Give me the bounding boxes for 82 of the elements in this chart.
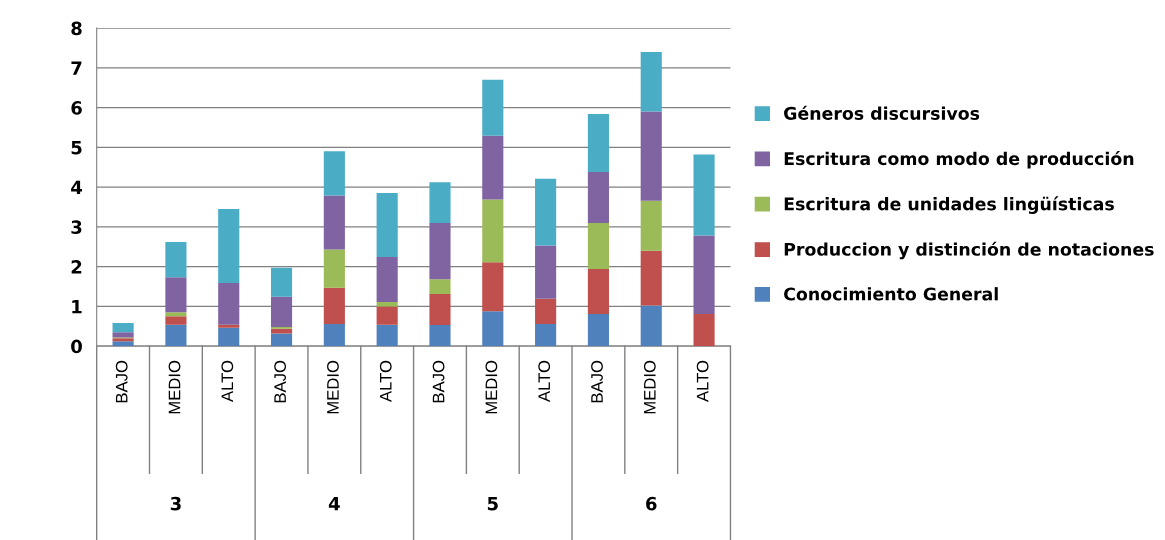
bar — [429, 222, 451, 280]
x-tick-label: ALTO — [696, 360, 709, 402]
x-tick-label: BAJO — [274, 360, 287, 403]
bar — [323, 287, 345, 324]
legend-label: Produccion y distinción de notaciones — [784, 241, 1154, 260]
bar — [535, 178, 557, 246]
bar — [218, 208, 240, 283]
y-tick-label: 1 — [72, 300, 82, 314]
y-tick-label: 6 — [71, 101, 82, 115]
bar — [587, 113, 609, 172]
y-tick-label: 7 — [71, 61, 82, 75]
bar — [640, 250, 662, 306]
bar — [587, 313, 609, 347]
y-tick-label: 0 — [71, 339, 82, 354]
bar — [640, 305, 662, 347]
y-tick-label: 8 — [71, 21, 82, 36]
bar — [112, 341, 134, 347]
bar — [640, 200, 662, 251]
text: 3 — [170, 496, 181, 511]
bar — [640, 111, 662, 201]
bar — [429, 294, 451, 326]
legend-label: Escritura como modo de producción — [784, 151, 1134, 169]
bar — [693, 235, 715, 314]
bar — [323, 195, 345, 250]
x-tick-label: ALTO — [379, 360, 392, 402]
bar — [376, 324, 398, 347]
x-tick-label: BAJO — [115, 360, 128, 403]
bar — [218, 324, 240, 328]
y-tick-label: 4 — [71, 180, 82, 194]
bar — [482, 262, 504, 312]
x-tick-label: MEDIO — [485, 360, 498, 414]
y-tick-label: 3 — [71, 220, 82, 234]
text: 6 — [646, 496, 657, 511]
text: 4 — [328, 496, 340, 511]
bar — [482, 79, 504, 136]
bar — [165, 312, 187, 317]
bar — [270, 267, 293, 297]
bar — [270, 296, 293, 328]
bar — [429, 325, 451, 347]
text: 5 — [487, 496, 498, 511]
bar — [429, 182, 451, 223]
bar — [587, 172, 609, 223]
bar — [112, 323, 134, 333]
bar — [376, 306, 398, 325]
bar — [218, 282, 240, 325]
bar — [165, 277, 187, 313]
bar — [376, 302, 398, 307]
x-tick-label: BAJO — [591, 360, 603, 403]
y-tick-label: 5 — [71, 141, 82, 155]
bar — [587, 222, 609, 270]
bar — [112, 332, 134, 338]
bar — [323, 249, 345, 288]
x-tick-label: BAJO — [432, 360, 445, 403]
legend-label: Géneros discursivos — [784, 105, 980, 120]
bar — [429, 279, 451, 295]
bar — [587, 269, 609, 314]
bar — [165, 316, 187, 325]
bar — [376, 193, 398, 258]
bar — [165, 241, 187, 278]
bar — [323, 151, 345, 196]
bar — [218, 327, 240, 347]
x-tick-label: MEDIO — [643, 360, 656, 414]
x-tick-label: ALTO — [221, 360, 234, 402]
y-tick-label: 2 — [71, 260, 82, 274]
legend-label: Conocimiento General — [784, 287, 998, 301]
legend-label: Escritura de unidades lingüísticas — [784, 196, 1114, 214]
x-tick-label: ALTO — [538, 360, 551, 402]
bar — [535, 245, 557, 299]
bar — [482, 135, 504, 200]
bar — [535, 298, 557, 324]
bar — [640, 51, 662, 112]
bar — [323, 323, 345, 347]
bar — [693, 154, 715, 236]
bar — [482, 311, 504, 347]
x-tick-label: MEDIO — [168, 360, 181, 414]
bar — [693, 313, 715, 347]
bar — [376, 257, 398, 303]
bar — [165, 324, 187, 347]
bar — [535, 323, 557, 347]
bar — [482, 199, 504, 263]
bar — [270, 333, 293, 347]
x-tick-label: MEDIO — [327, 360, 339, 414]
